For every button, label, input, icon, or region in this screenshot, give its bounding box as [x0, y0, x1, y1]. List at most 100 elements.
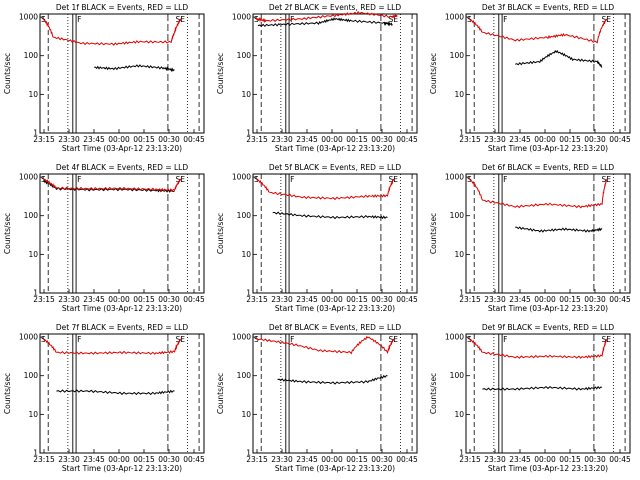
y-tick-label: 10: [454, 410, 464, 419]
x-tick-label: 23:45: [296, 295, 318, 304]
x-tick-label: 00:15: [133, 295, 155, 304]
chart-title: Det 1f BLACK = Events, RED = LLD: [56, 3, 189, 12]
x-tick-label: 23:15: [459, 135, 481, 144]
x-tick-label: 00:30: [371, 295, 393, 304]
x-axis-label: Start Time (03-Apr-12 23:13:20): [488, 144, 608, 153]
x-tick-label: 00:30: [371, 455, 393, 464]
x-tick-label: 23:15: [33, 295, 55, 304]
series-events: [277, 374, 388, 385]
y-tick-label: 100: [24, 371, 39, 380]
x-tick-label: 23:15: [459, 455, 481, 464]
chart-panel-9: Det 9f BLACK = Events, RED = LLD 1 10 100 10…: [429, 323, 631, 473]
plot-frame: [252, 333, 418, 454]
y-tick-label: 10: [454, 90, 464, 99]
y-axis-label: Counts/sec: [429, 53, 438, 94]
series-events: [93, 64, 175, 73]
x-tick-label: 00:45: [183, 135, 205, 144]
chart-panel-1: Det 1f BLACK = Events, RED = LLD 1 10 100 10…: [3, 3, 205, 153]
y-axis-label: Counts/sec: [216, 373, 225, 414]
series-events: [272, 211, 388, 220]
series-lld: [42, 177, 182, 192]
chart-panel-5: Det 5f BLACK = Events, RED = LLD 1 10 100 10…: [216, 163, 418, 313]
series-events: [43, 179, 175, 193]
x-axis-label: Start Time (03-Apr-12 23:13:20): [275, 464, 395, 473]
x-tick-label: 00:15: [346, 455, 368, 464]
chart-panel-2: Det 2f BLACK = Events, RED = LLD 1 10 100 10…: [216, 3, 418, 153]
chart-panel-6: Det 6f BLACK = Events, RED = LLD 1 10 100 10…: [429, 163, 631, 313]
x-tick-label: 00:45: [609, 135, 631, 144]
x-tick-label: 23:30: [484, 295, 506, 304]
x-tick-label: 00:15: [559, 455, 581, 464]
chart-title: Det 2f BLACK = Events, RED = LLD: [269, 3, 402, 12]
x-tick-label: 00:45: [396, 455, 418, 464]
y-axis-label: Counts/sec: [3, 53, 12, 94]
y-tick-label: 100: [450, 211, 465, 220]
y-tick-label: 1: [246, 129, 251, 138]
y-tick-label: 1: [246, 449, 251, 458]
plot-frame: [39, 173, 205, 294]
x-tick-label: 00:45: [609, 455, 631, 464]
chart-panel-8: Det 8f BLACK = Events, RED = LLD 1 10 100 10…: [216, 323, 418, 473]
y-tick-label: 10: [241, 90, 251, 99]
y-tick-label: 1: [33, 289, 38, 298]
y-tick-label: 1000: [19, 173, 38, 182]
x-tick-label: 00:00: [321, 135, 343, 144]
series-lld: [468, 177, 608, 209]
series-lld: [468, 337, 608, 359]
x-tick-label: 23:30: [484, 455, 506, 464]
x-tick-label: 00:30: [584, 295, 606, 304]
x-tick-label: 00:00: [108, 295, 130, 304]
chart-title: Det 5f BLACK = Events, RED = LLD: [269, 163, 402, 172]
y-axis-label: Counts/sec: [429, 213, 438, 254]
y-axis-label: Counts/sec: [216, 213, 225, 254]
chart-title: Det 9f BLACK = Events, RED = LLD: [482, 323, 615, 332]
x-tick-label: 00:00: [321, 455, 343, 464]
y-tick-label: 1000: [232, 173, 251, 182]
y-tick-label: 100: [237, 51, 252, 60]
series-lld: [255, 177, 395, 201]
y-tick-label: 1000: [232, 333, 251, 342]
chart-title: Det 6f BLACK = Events, RED = LLD: [482, 163, 615, 172]
x-tick-label: 23:45: [83, 295, 105, 304]
chart-title: Det 7f BLACK = Events, RED = LLD: [56, 323, 189, 332]
x-tick-label: 23:30: [58, 135, 80, 144]
x-tick-label: 00:45: [396, 295, 418, 304]
series-lld: [255, 335, 395, 355]
y-tick-label: 1: [459, 449, 464, 458]
plot-frame: [39, 13, 205, 134]
y-tick-label: 1: [459, 129, 464, 138]
series-events: [482, 385, 603, 391]
y-tick-label: 1000: [232, 13, 251, 22]
x-tick-label: 23:15: [33, 455, 55, 464]
x-tick-label: 23:15: [246, 455, 268, 464]
x-tick-label: 00:45: [183, 295, 205, 304]
x-tick-label: 00:30: [158, 295, 180, 304]
marker-label: F: [503, 175, 507, 184]
series-lld: [42, 337, 182, 355]
marker-label: F: [290, 335, 294, 344]
x-tick-label: 00:15: [559, 135, 581, 144]
y-tick-label: 10: [241, 410, 251, 419]
chart-panel-7: Det 7f BLACK = Events, RED = LLD 1 10 100 10…: [3, 323, 205, 473]
x-tick-label: 23:30: [271, 295, 293, 304]
y-tick-label: 100: [450, 371, 465, 380]
y-tick-label: 1000: [445, 173, 464, 182]
y-tick-label: 100: [237, 211, 252, 220]
x-tick-label: 23:45: [509, 455, 531, 464]
x-axis-label: Start Time (03-Apr-12 23:13:20): [275, 304, 395, 313]
plot-frame: [465, 13, 631, 134]
y-axis-label: Counts/sec: [429, 373, 438, 414]
x-tick-label: 00:00: [534, 295, 556, 304]
x-tick-label: 23:30: [58, 295, 80, 304]
x-tick-label: 23:15: [459, 295, 481, 304]
marker-label: F: [503, 335, 507, 344]
x-axis-label: Start Time (03-Apr-12 23:13:20): [62, 144, 182, 153]
plot-frame: [465, 173, 631, 294]
x-tick-label: 00:15: [559, 295, 581, 304]
chart-title: Det 4f BLACK = Events, RED = LLD: [56, 163, 189, 172]
marker-label: S: [254, 335, 259, 344]
x-tick-label: 23:45: [509, 135, 531, 144]
x-tick-label: 00:15: [346, 135, 368, 144]
y-tick-label: 10: [28, 250, 38, 259]
